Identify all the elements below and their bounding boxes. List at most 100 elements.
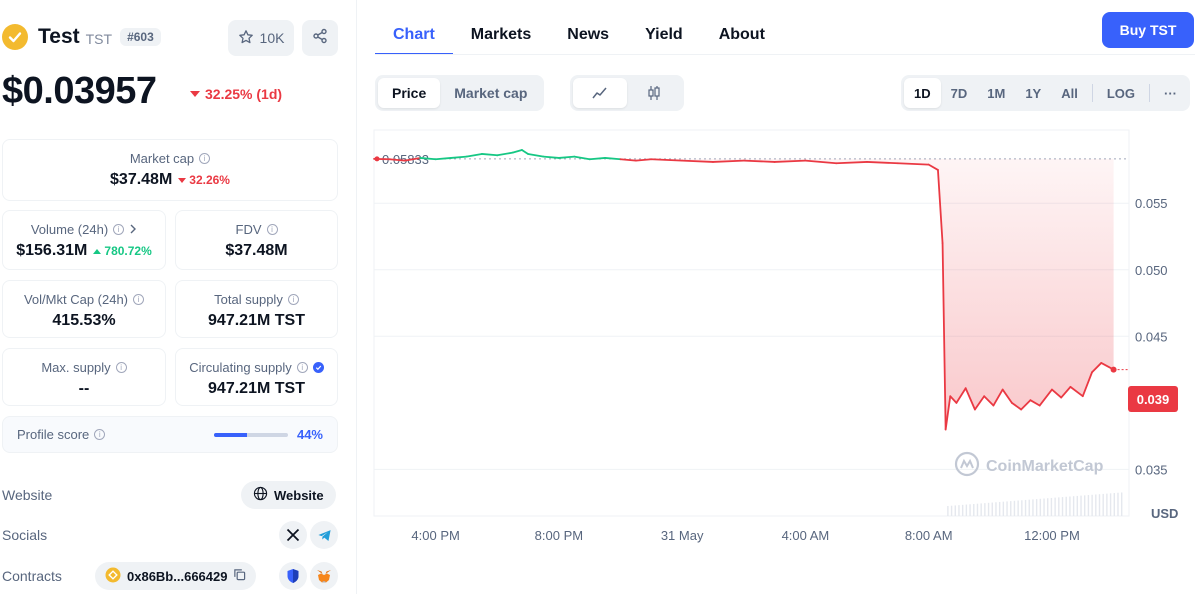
range-7d[interactable]: 7D [950, 85, 968, 101]
range-separator [1091, 84, 1093, 102]
price-line-segment [927, 163, 939, 171]
market-cap-toggle[interactable]: Market cap [454, 85, 528, 101]
buy-button[interactable]: Buy TST [1102, 12, 1194, 48]
price-line-segment [1069, 385, 1084, 398]
price-line-segment [773, 159, 807, 163]
volume-bar [961, 504, 964, 516]
price-line-segment [1081, 371, 1093, 398]
website-button[interactable]: Website [241, 481, 336, 509]
price-line-segment [465, 153, 483, 158]
chevron-right-icon[interactable] [129, 222, 137, 237]
line-chart-icon[interactable] [573, 78, 627, 108]
profile-score-fill [214, 433, 247, 437]
x-tick-label: 12:00 PM [1024, 528, 1080, 543]
bnb-chain-icon [105, 567, 121, 586]
share-button[interactable] [302, 20, 338, 56]
tab-news[interactable]: News [567, 26, 610, 43]
info-icon[interactable]: i [287, 294, 299, 305]
price-line-segment [1020, 399, 1032, 411]
info-icon[interactable]: i [199, 153, 211, 164]
volume-bar [1013, 500, 1016, 516]
contract-address-chip[interactable]: 0x86Bb...666429 [95, 562, 257, 590]
info-icon[interactable]: i [133, 294, 145, 305]
price-line-segment [955, 387, 967, 404]
range-separator [1149, 84, 1151, 102]
volume-change-value: 780.72% [104, 244, 152, 258]
info-icon[interactable]: i [296, 362, 308, 373]
vol-mkt-cap-label: Vol/Mkt Cap (24h) [23, 292, 129, 307]
max-supply-label: Max. supply [41, 360, 111, 375]
globe-icon [253, 486, 268, 504]
price-line-segment [804, 159, 838, 165]
arrow-up-icon [93, 248, 102, 254]
volume-bar [973, 503, 975, 516]
volume-bar [1102, 493, 1104, 516]
log-scale-toggle[interactable]: LOG [1106, 85, 1136, 101]
range-all[interactable]: All [1061, 85, 1078, 101]
price-chart[interactable]: 0.055 0.050 0.045 0.035 4:00 PM 8:00 PM 31 May… [372, 128, 1200, 594]
price-toggle[interactable]: Price [378, 78, 441, 108]
rank-badge: #603 [120, 28, 161, 46]
shield-icon[interactable] [279, 562, 307, 590]
info-icon[interactable]: i [94, 429, 106, 440]
chart-style-toggle [570, 75, 684, 111]
candlestick-icon[interactable] [627, 78, 681, 108]
volume-bar [1109, 493, 1112, 516]
tab-chart[interactable]: Chart [375, 14, 453, 55]
volume-value: $156.31M [16, 242, 88, 259]
price-line-segment [944, 395, 952, 431]
price-line-segment [419, 157, 437, 161]
price-line-segment [480, 153, 499, 157]
volume-bar [947, 506, 949, 516]
tab-yield[interactable]: Yield [645, 26, 683, 43]
volume-bar [1006, 501, 1008, 516]
profile-score[interactable]: Profile score i 44% [2, 416, 338, 453]
total-supply-card: Total supply i 947.21M TST [175, 280, 338, 338]
max-supply-card: Max. supply i -- [2, 348, 166, 406]
more-options-icon[interactable]: ··· [1164, 85, 1178, 101]
volume-bar [1065, 496, 1067, 516]
price-line-segment [511, 149, 523, 154]
range-1y[interactable]: 1Y [1025, 85, 1042, 101]
profile-score-value: 44% [296, 427, 323, 442]
tab-about[interactable]: About [718, 26, 765, 43]
volume-bar [980, 503, 982, 516]
volume-bar [1076, 495, 1079, 516]
watchlist-button[interactable]: 10K [228, 20, 294, 56]
token-name: Test [38, 25, 80, 48]
telegram-icon[interactable] [310, 521, 338, 549]
price-line-segment [835, 161, 868, 165]
contract-address: 0x86Bb...666429 [127, 568, 228, 584]
volume-bar [1047, 498, 1049, 516]
volume-bar [1032, 499, 1034, 516]
range-1m[interactable]: 1M [987, 85, 1006, 101]
info-icon[interactable]: i [115, 362, 127, 373]
circulating-supply-label: Circulating supply [189, 360, 292, 375]
volume-card[interactable]: Volume (24h) i $156.31M 780.72% [2, 210, 166, 270]
price-line-segment [1010, 401, 1023, 411]
x-tick-label: 31 May [661, 528, 704, 543]
copy-icon[interactable] [233, 568, 246, 584]
price-chart-svg[interactable]: 0.055 0.050 0.045 0.035 4:00 PM 8:00 PM 31 May… [372, 128, 1200, 594]
contracts-label: Contracts [2, 568, 62, 584]
price-line-segment [1091, 362, 1103, 374]
price-line-segment [521, 149, 529, 155]
tab-markets[interactable]: Markets [470, 26, 532, 43]
price-line-segment [974, 395, 986, 411]
metamask-icon[interactable] [310, 562, 338, 590]
market-cap-change: 32.26% [178, 173, 230, 187]
coinmarketcap-logo-icon [954, 451, 980, 482]
info-icon[interactable]: i [113, 224, 125, 235]
socials-label: Socials [2, 527, 48, 543]
price-line-segment [866, 161, 899, 165]
x-twitter-icon[interactable] [279, 521, 307, 549]
vol-mkt-cap-card: Vol/Mkt Cap (24h) i 415.53% [2, 280, 166, 338]
info-icon[interactable]: i [266, 224, 278, 235]
volume-bar [1080, 495, 1082, 516]
x-tick-label: 4:00 AM [782, 528, 830, 543]
price-line-segment [1060, 385, 1072, 399]
price-line-segment [388, 158, 406, 162]
time-range-toggle: 1D 7D 1M 1Y All LOG ··· [901, 75, 1191, 111]
market-cap-change-value: 32.26% [189, 173, 230, 187]
range-1d[interactable]: 1D [904, 78, 941, 108]
